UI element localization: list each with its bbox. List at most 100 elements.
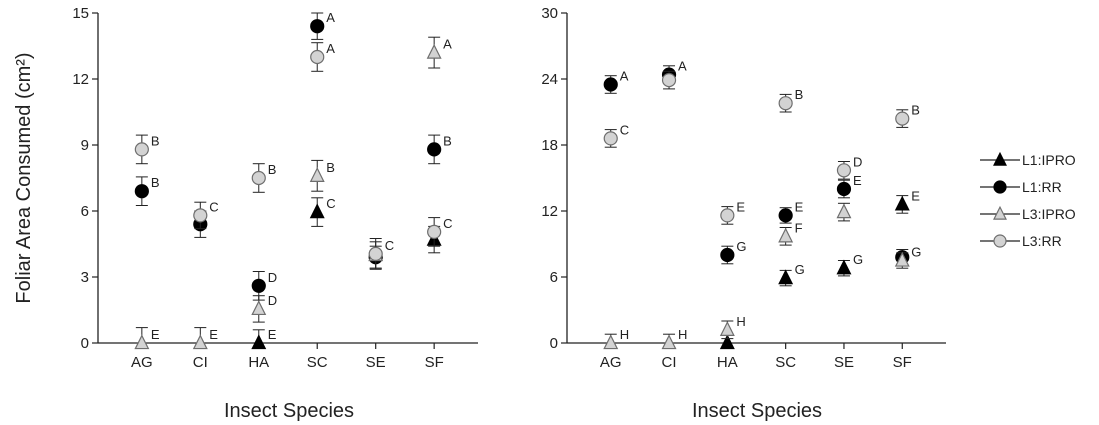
point-l3-ipro-se	[836, 203, 852, 219]
x-tick-label-ci: CI	[193, 354, 208, 371]
significance-letter: C	[443, 216, 452, 231]
point-l3-ipro-sf	[894, 251, 910, 267]
significance-letter: C	[209, 199, 218, 214]
significance-letter: F	[795, 220, 803, 235]
point-l3-rr-se	[368, 246, 383, 261]
significance-letter: D	[268, 270, 277, 285]
legend: L1:IPRO L1:RR L3:IPRO L3:RR	[980, 151, 1076, 249]
point-l3-rr-ag	[603, 131, 618, 146]
point-l3-rr-sc	[778, 96, 793, 111]
point-l1-rr-sf	[427, 142, 442, 157]
y-tick-label: 30	[541, 5, 558, 22]
legend-label-l3-ipro: L3:IPRO	[1022, 206, 1076, 222]
y-tick-label: 9	[81, 137, 89, 154]
point-l1-ipro-ha	[719, 334, 735, 350]
point-l3-ipro-ci	[192, 334, 208, 350]
left-panel: 0 3 6 9 12 15 AG CI HA SC SE SF E C B D A B E E D B A B C B A C C	[72, 5, 478, 371]
point-l1-rr-ag	[603, 77, 618, 92]
significance-letter: H	[678, 327, 687, 342]
significance-letter: B	[443, 133, 452, 148]
y-tick-label: 15	[72, 5, 89, 22]
point-l3-rr-ha	[251, 170, 266, 186]
significance-letter: E	[853, 173, 862, 188]
x-tick-label-ha: HA	[717, 354, 738, 371]
legend-marker-l1-rr	[993, 180, 1007, 194]
y-tick-label: 18	[541, 137, 558, 154]
point-l3-rr-sc	[310, 49, 325, 65]
significance-letter: E	[911, 188, 920, 203]
y-tick-label: 6	[550, 269, 558, 286]
point-l1-rr-ha	[720, 247, 735, 263]
point-l3-rr-ag	[134, 142, 149, 157]
y-tick-label: 12	[72, 71, 89, 88]
significance-letter: H	[736, 314, 745, 329]
significance-letter: B	[268, 162, 277, 177]
x-tick-label-sc: SC	[775, 354, 796, 371]
point-l1-ipro-sc	[778, 269, 794, 285]
significance-letter: B	[151, 175, 160, 190]
significance-letter: B	[911, 103, 920, 118]
x-tick-label-ha: HA	[248, 354, 269, 371]
significance-letter: E	[795, 199, 804, 214]
significance-letter: A	[326, 10, 335, 25]
significance-letter: A	[678, 59, 687, 74]
right-x-axis-title: Insect Species	[692, 400, 822, 422]
y-tick-label: 12	[541, 203, 558, 220]
significance-letter: A	[443, 37, 452, 52]
significance-letter: H	[620, 327, 629, 342]
significance-letter: C	[326, 196, 335, 211]
point-l3-ipro-ha	[251, 300, 267, 316]
point-l3-ipro-ag	[134, 334, 150, 350]
point-l1-rr-ha	[251, 278, 266, 293]
significance-letter: B	[795, 87, 804, 102]
legend-label-l3-rr: L3:RR	[1022, 233, 1062, 249]
x-tick-label-sf: SF	[425, 354, 444, 371]
x-tick-label-ag: AG	[131, 354, 153, 371]
x-tick-label-sc: SC	[307, 354, 328, 371]
significance-letter: G	[911, 245, 921, 260]
y-tick-label: 24	[541, 71, 558, 88]
significance-letter: D	[268, 293, 277, 308]
significance-letter: A	[620, 69, 629, 84]
point-l3-rr-sf	[427, 224, 442, 239]
point-l3-rr-ci	[193, 208, 208, 223]
y-axis-title: Foliar Area Consumed (cm²)	[13, 52, 35, 303]
y-tick-label: 0	[81, 335, 89, 352]
point-l1-ipro-sf	[894, 195, 910, 211]
x-tick-label-se: SE	[834, 354, 854, 371]
legend-marker-l1-ipro	[993, 151, 1007, 166]
significance-letter: E	[268, 327, 277, 342]
point-l1-rr-sc	[778, 208, 793, 223]
left-x-axis-title: Insect Species	[224, 400, 354, 422]
significance-letter: B	[326, 160, 335, 175]
significance-letter: G	[853, 252, 863, 267]
point-l3-ipro-sc	[778, 227, 794, 243]
point-l3-ipro-ha	[719, 321, 735, 336]
legend-marker-l3-rr	[993, 234, 1007, 248]
significance-letter: D	[853, 154, 862, 169]
significance-letter: G	[795, 262, 805, 277]
point-l3-rr-sf	[895, 111, 910, 126]
significance-letter: G	[736, 239, 746, 254]
significance-letter: A	[326, 41, 335, 56]
point-l1-rr-ag	[134, 184, 149, 199]
significance-letter: C	[385, 238, 394, 253]
point-l1-ipro-ha	[251, 334, 267, 350]
x-tick-label-ag: AG	[600, 354, 622, 371]
point-l1-ipro-sc	[309, 203, 325, 219]
x-tick-label-se: SE	[366, 354, 386, 371]
x-tick-label-sf: SF	[893, 354, 912, 371]
point-l3-rr-ha	[720, 208, 735, 223]
point-l3-ipro-sc	[309, 167, 325, 182]
significance-letter: E	[209, 327, 218, 342]
x-tick-label-ci: CI	[662, 354, 677, 371]
legend-marker-l3-ipro	[993, 205, 1007, 220]
significance-letter: B	[151, 133, 160, 148]
point-l1-rr-se	[836, 181, 852, 197]
legend-label-l1-rr: L1:RR	[1022, 179, 1062, 195]
point-l1-rr-sc	[310, 19, 325, 34]
significance-letter: E	[736, 199, 745, 214]
y-tick-label: 0	[550, 335, 558, 352]
